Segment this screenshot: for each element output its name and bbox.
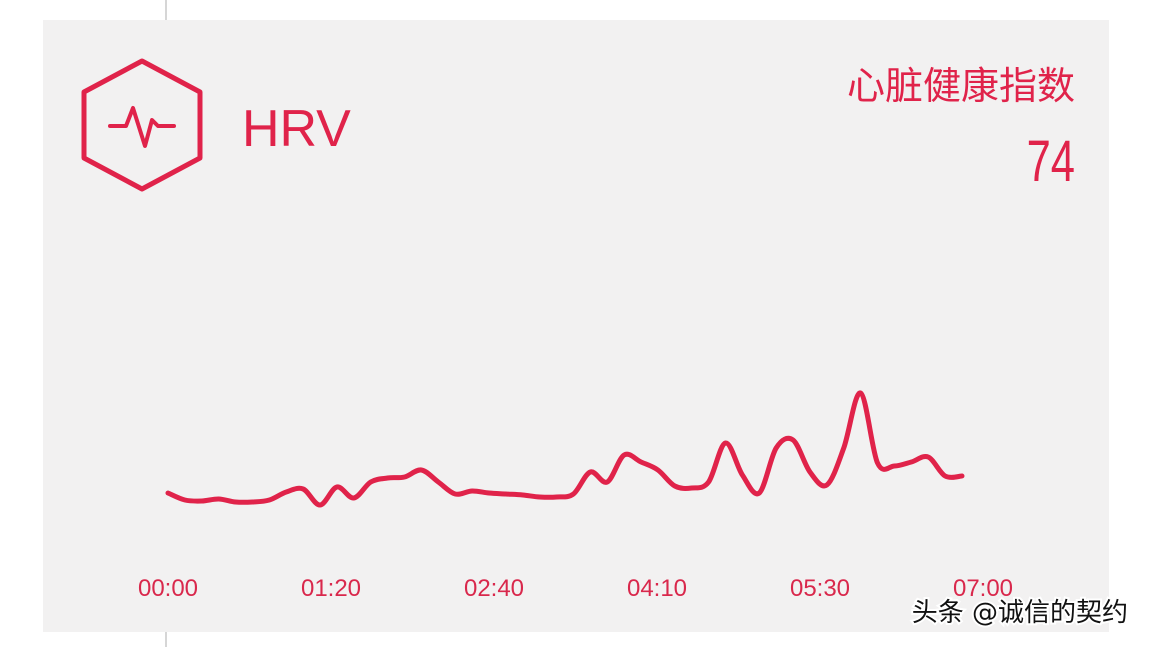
x-tick-label: 02:40 [464,575,524,602]
x-tick-label: 00:00 [138,575,198,602]
hrv-icon [81,58,203,192]
index-value: 74 [1027,129,1075,193]
hrv-line [165,390,965,508]
x-tick-label: 04:10 [627,575,687,602]
x-tick-label: 01:20 [301,575,361,602]
title: HRV [242,100,351,158]
plot: 00:00 01:20 02:40 04:10 05:30 07:00 [138,390,1013,602]
watermark: 头条 @诚信的契约 [912,598,1128,628]
x-tick-label: 07:00 [953,575,1013,602]
index-label: 心脏健康指数 [847,64,1075,108]
card [43,20,1109,632]
x-tick-label: 05:30 [790,575,850,602]
